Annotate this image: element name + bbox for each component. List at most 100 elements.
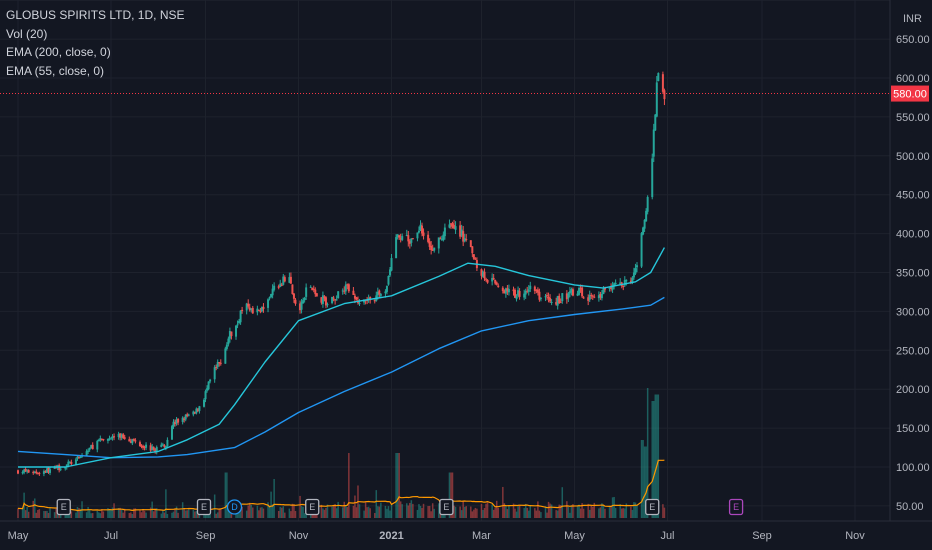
price-tick-label: 550.00 <box>896 112 930 124</box>
earnings-marker[interactable]: E <box>728 498 744 516</box>
earnings-marker[interactable]: E <box>196 498 212 516</box>
volume-bar <box>194 511 196 518</box>
earnings-badge[interactable] <box>305 498 320 516</box>
ema-200-line[interactable] <box>17 296 665 459</box>
candle-body <box>561 293 564 302</box>
volume-bar <box>139 509 141 518</box>
candle-body <box>209 379 212 382</box>
candle-body <box>99 438 102 441</box>
candle-body <box>614 282 617 285</box>
volume-bar <box>325 508 327 518</box>
volume-bar <box>505 505 507 518</box>
candle-body <box>195 408 198 414</box>
volume-bar <box>335 508 338 518</box>
candle-body <box>536 289 539 293</box>
legend-ema-200[interactable]: EMA (200, close, 0) <box>6 45 111 59</box>
volume-bar <box>262 508 265 518</box>
candle-body <box>235 325 238 337</box>
dividend-badge[interactable] <box>226 499 243 515</box>
volume-bar <box>26 507 28 518</box>
candle-body <box>225 344 228 349</box>
legend-volume[interactable]: Vol (20) <box>6 26 48 41</box>
ema-55-line[interactable] <box>18 247 666 468</box>
currency-label[interactable]: INR <box>903 13 922 25</box>
volume-bar <box>620 508 623 518</box>
candle-body <box>459 225 462 237</box>
candle-body <box>547 296 550 299</box>
volume-bar <box>416 509 419 518</box>
time-tick-label: Nov <box>289 530 309 542</box>
candle-body <box>337 291 340 299</box>
volume-bar <box>389 510 391 518</box>
volume-bar <box>438 503 440 518</box>
earnings-marker[interactable]: E <box>439 498 454 516</box>
dividend-label: D <box>231 502 238 512</box>
volume-bar <box>663 507 666 518</box>
volume-bar <box>76 506 79 518</box>
candle-body <box>599 294 602 298</box>
earnings-badge[interactable] <box>196 498 212 516</box>
legend-ema-55[interactable]: EMA (55, close, 0) <box>6 63 105 78</box>
candle-body <box>657 73 660 82</box>
volume-bar <box>134 508 137 518</box>
candle-body <box>544 296 547 298</box>
volume-bar <box>281 507 283 518</box>
earnings-badge[interactable] <box>645 498 660 516</box>
earnings-badge[interactable] <box>728 498 744 516</box>
time-axis[interactable]: May Jul Sep Nov 2021 Mar May Jul Sep Nov <box>0 520 932 550</box>
volume-bar <box>463 506 466 518</box>
earnings-marker[interactable]: E <box>645 498 660 516</box>
price-tick-label: 650.00 <box>896 34 930 46</box>
volume-bar <box>431 503 434 518</box>
volume-bar <box>21 508 24 518</box>
earnings-marker[interactable]: E <box>56 498 71 516</box>
earnings-badge[interactable] <box>439 498 454 516</box>
volume-bar <box>149 507 152 518</box>
volume-bar <box>654 394 657 518</box>
volume-bar <box>352 505 355 518</box>
volume-bar <box>123 508 126 518</box>
price-tick-label: 100.00 <box>896 462 930 474</box>
candle-body <box>184 414 187 420</box>
candle-body <box>314 289 317 295</box>
earnings-label: E <box>733 502 739 512</box>
candle-body <box>277 286 280 288</box>
volume-bar <box>294 510 297 518</box>
volume-bar <box>117 507 120 518</box>
candle-body <box>335 299 338 301</box>
candle-body <box>247 303 250 307</box>
volume-bar <box>130 512 132 518</box>
volume-bar <box>172 511 175 518</box>
volume-bar <box>624 508 626 518</box>
volume-bar <box>44 511 47 518</box>
candle-body <box>213 367 216 380</box>
candle-body <box>215 366 218 368</box>
candle-body <box>652 129 655 157</box>
price-axis[interactable]: 50.00 100.00 150.00 200.00 250.00 300.00 350.0… <box>889 0 932 550</box>
earnings-label: E <box>443 502 449 512</box>
dividend-marker[interactable]: D <box>226 499 243 515</box>
candle-body <box>271 288 274 296</box>
candle-body <box>145 444 148 448</box>
candle-body <box>453 225 456 229</box>
volume-bar <box>247 505 249 518</box>
volume-bar <box>506 509 509 518</box>
candle-body <box>198 406 201 411</box>
candle-body <box>398 235 401 238</box>
candle-body <box>421 225 424 234</box>
earnings-badge[interactable] <box>56 498 71 516</box>
volume-bar <box>631 509 634 518</box>
candle-body <box>494 279 497 284</box>
candle-body <box>524 291 527 295</box>
volume-bar <box>152 511 155 518</box>
candle-body <box>539 297 542 299</box>
earnings-marker[interactable]: E <box>305 498 320 516</box>
candle-body <box>550 301 553 303</box>
volume-bar <box>460 510 463 518</box>
volume-bar <box>47 512 50 518</box>
time-tick-label: Mar <box>472 530 491 542</box>
volume-bar <box>569 512 571 518</box>
volume-bar <box>282 506 285 518</box>
legend-symbol-title[interactable]: GLOBUS SPIRITS LTD, 1D, NSE <box>6 8 185 22</box>
